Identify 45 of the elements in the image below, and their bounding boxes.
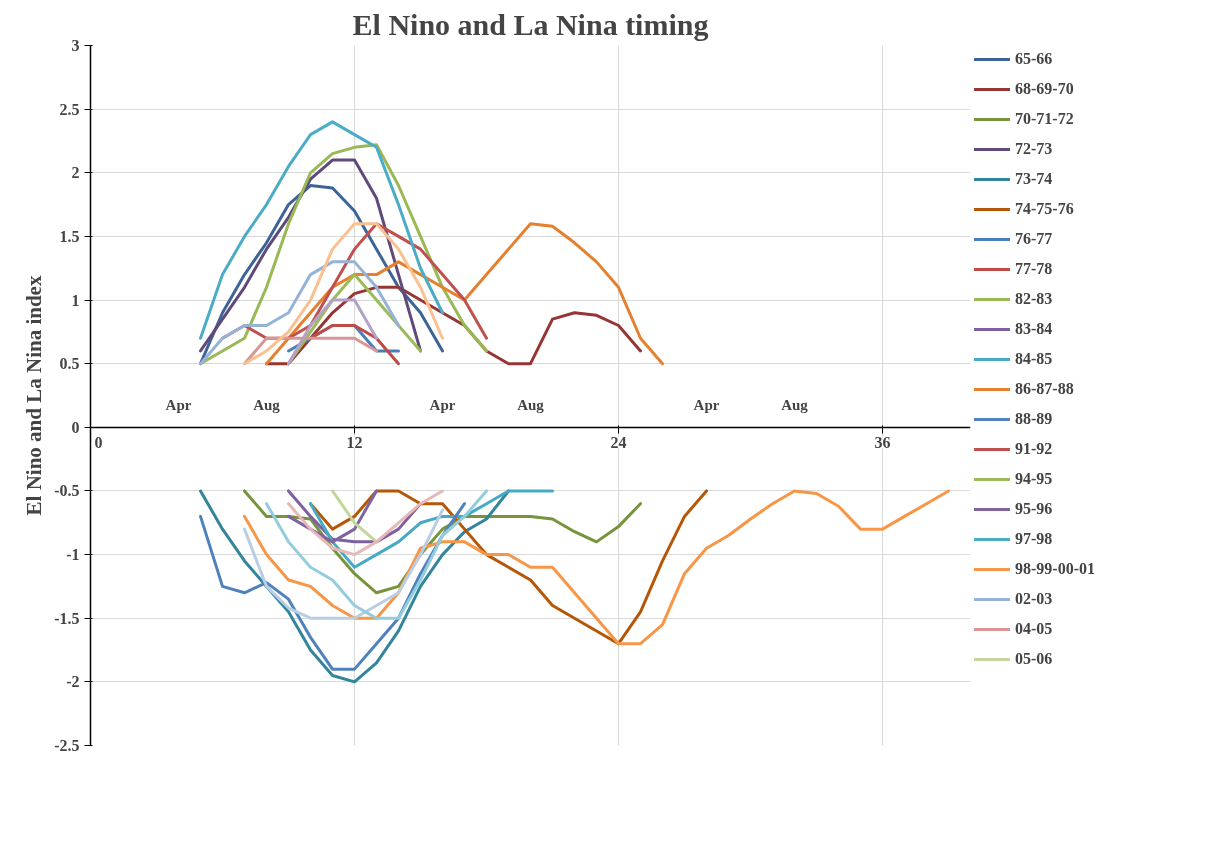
- legend-label: 86-87-88: [1015, 379, 1074, 399]
- legend-label: 76-77: [1015, 229, 1053, 249]
- legend-label: 84-85: [1015, 349, 1053, 369]
- annotation: Aug: [781, 397, 809, 414]
- legend-label: 95-96: [1015, 499, 1053, 519]
- y-tick-label: -2.5: [54, 737, 80, 754]
- legend-label: 02-03: [1015, 589, 1053, 609]
- annotation: Aug: [253, 397, 281, 414]
- annotation: Apr: [429, 397, 456, 414]
- x-tick-label: 24: [610, 434, 627, 452]
- legend-label: 74-75-76: [1015, 199, 1074, 219]
- x-tick-label: 12: [346, 434, 363, 452]
- y-tick-label: 3: [71, 37, 80, 54]
- annotation: Apr: [165, 397, 192, 414]
- legend-label: 72-73: [1015, 139, 1053, 159]
- y-tick-label: 2.5: [59, 100, 80, 118]
- y-axis-title: El Nino and La Nina index: [22, 275, 47, 516]
- legend-label: 82-83: [1015, 289, 1053, 309]
- y-tick-label: 0: [71, 418, 80, 436]
- y-tick-label: 0.5: [59, 355, 80, 373]
- legend-label: 68-69-70: [1015, 79, 1074, 99]
- y-tick-label: -0.5: [54, 482, 80, 500]
- legend-label: 04-05: [1015, 619, 1053, 639]
- y-tick-label: -1.5: [54, 609, 80, 627]
- legend-label: 70-71-72: [1015, 109, 1074, 129]
- legend-label: 83-84: [1015, 319, 1053, 339]
- legend-label: 91-92: [1015, 439, 1053, 459]
- legend-label: 94-95: [1015, 469, 1053, 489]
- legend-label: 05-06: [1015, 649, 1053, 669]
- y-tick-label: 2: [71, 164, 80, 182]
- annotation: Apr: [693, 397, 720, 414]
- legend-label: 77-78: [1015, 259, 1053, 279]
- y-tick-label: 1.5: [59, 227, 80, 245]
- annotation: Aug: [517, 397, 545, 414]
- chart-title: El Nino and La Nina timing: [352, 7, 709, 41]
- legend-label: 88-89: [1015, 409, 1053, 429]
- x-tick-label: 36: [874, 434, 891, 452]
- legend-label: 97-98: [1015, 529, 1053, 549]
- y-tick-label: -1: [66, 546, 80, 564]
- legend-label: 73-74: [1015, 169, 1053, 189]
- y-tick-label: 1: [71, 291, 80, 309]
- y-tick-label: -2: [66, 673, 80, 691]
- x-tick-label: 0: [94, 434, 103, 452]
- legend-label: 65-66: [1015, 49, 1053, 69]
- legend-label: 98-99-00-01: [1015, 559, 1095, 579]
